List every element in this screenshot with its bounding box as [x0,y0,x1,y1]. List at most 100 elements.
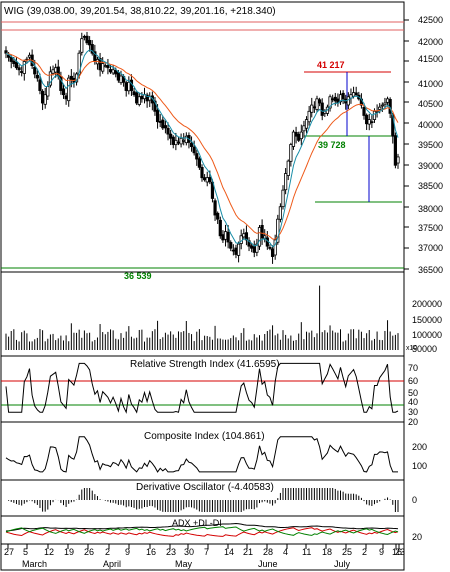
adx-label: ADX +DI -DI [172,518,222,528]
date-tick-label: 12 [44,547,54,557]
composite-axis: 200 100 [412,442,427,471]
candle-body [210,181,215,199]
candle-body [380,104,384,107]
candle-body [312,106,316,109]
candle-body [203,177,207,181]
candle-body [268,247,272,249]
volume-tick: 100000 [412,330,442,340]
candle-body [365,114,369,125]
month-label: June [258,559,278,569]
candle-body [278,206,283,220]
composite-tick: 100 [412,461,427,471]
derivative-label: Derivative Oscillator (-4.40583) [136,482,274,493]
price-tick: 39500 [418,140,443,150]
candle-body [346,96,350,106]
candle-body [216,212,220,220]
price-tick: 41500 [418,54,443,64]
annotation-36539: 36 539 [124,271,152,281]
candle-body [69,75,73,81]
candle-body [124,82,128,91]
candle-body [304,119,309,129]
candle-body [213,200,217,216]
price-tick: 37500 [418,223,443,233]
rsi-tick: 40 [408,397,418,407]
candle-body [221,234,225,241]
month-label: April [103,559,121,569]
candle-body [137,96,141,105]
candle-body [174,139,178,146]
month-labels: March April May June July [22,559,351,569]
candle-body [289,144,293,162]
date-tick-label: 23 [395,547,405,557]
candle-body [393,135,397,166]
rsi-tick: 70 [408,363,418,373]
adx-tick: 20 [412,532,422,542]
candle-body [85,35,89,44]
rsi-line [5,362,399,414]
date-axis-band [0,543,405,571]
candle-body [189,142,194,147]
candle-body [14,61,19,69]
price-tick: 38000 [418,204,443,214]
candle-body [33,66,37,75]
candle-body [372,110,377,120]
rsi-tick: 50 [408,388,418,398]
candle-body [310,104,314,113]
candle-body [331,98,335,101]
candle-body [294,131,298,137]
candle-body [90,44,94,54]
date-tick-label: 2 [362,547,367,557]
derivative-axis: 0 [412,495,417,505]
candle-body [378,106,382,110]
candle-body [197,158,201,168]
candle-body [51,69,55,74]
candle-body [135,92,139,104]
candle-body [317,99,322,104]
candle-body [182,139,186,142]
date-tick-label: 30 [184,547,194,557]
candle-body [171,136,175,145]
date-tick-label: 18 [322,547,332,557]
candle-body [315,98,319,110]
plus-di-line [5,527,399,537]
date-tick-label: 26 [84,547,94,557]
panel-borders [0,1,405,571]
candle-body [153,100,157,112]
price-tick: 42000 [418,37,443,47]
candle-body [333,96,337,102]
volume-tick: 200000 [412,299,442,309]
price-panel [0,1,405,273]
price-axis: 42500 42000 41500 41000 40500 40000 3950… [418,15,443,275]
price-tick: 40000 [418,120,443,130]
candle-body [234,247,238,255]
candle-body [12,60,16,64]
candle-body [38,79,42,91]
candle-body [286,160,290,176]
month-label: May [175,559,193,569]
candle-body [242,233,246,238]
candle-body [229,242,233,249]
date-tick-label: 16 [392,547,402,557]
derivative-oscillator-bars [8,488,399,512]
derivative-tick: 0 [412,495,417,505]
candle-body [362,107,366,116]
candle-body [208,177,212,183]
candle-body [17,67,21,71]
date-tick-label: 14 [224,547,234,557]
date-tick-label: 11 [302,547,311,557]
price-tick: 39000 [418,161,443,171]
candle-body [46,86,50,97]
candle-body [385,98,390,103]
candle-body [260,224,264,239]
candle-body [226,231,230,243]
candle-body [252,246,256,253]
candle-body [257,227,262,247]
moving-average-fast [5,49,399,248]
chart-header: WIG (39,038.00, 39,201.54, 38,810.22, 39… [4,6,276,17]
annotation-39728: 39 728 [318,140,346,150]
candle-body [270,248,275,257]
volume-tick: 50000 [412,344,437,354]
candle-body [383,102,387,106]
candle-body [43,94,47,105]
